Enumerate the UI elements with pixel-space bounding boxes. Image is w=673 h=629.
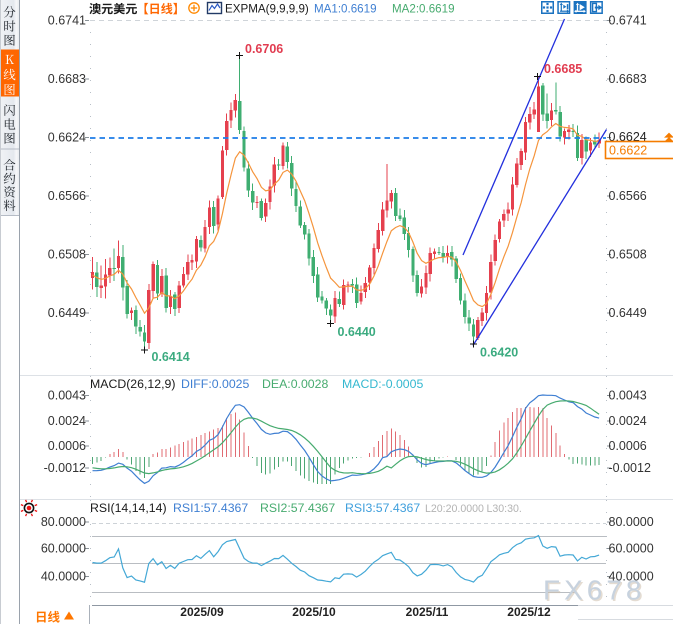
svg-text:MA2:0.6619: MA2:0.6619: [392, 3, 455, 16]
svg-text:0.6622: 0.6622: [609, 144, 647, 158]
svg-text:0.6414: 0.6414: [152, 350, 190, 364]
svg-text:0.0043: 0.0043: [48, 388, 86, 402]
svg-text:0.6741: 0.6741: [48, 13, 86, 27]
svg-text:DIFF:0.0025: DIFF:0.0025: [181, 377, 250, 391]
svg-text:2025/09: 2025/09: [180, 605, 224, 619]
svg-text:MACD(26,12,9): MACD(26,12,9): [90, 377, 175, 391]
svg-text:DEA:0.0028: DEA:0.0028: [262, 377, 328, 391]
svg-text:2025/10: 2025/10: [292, 605, 336, 619]
svg-text:-0.0012: -0.0012: [44, 461, 86, 475]
svg-text:MACD:-0.0005: MACD:-0.0005: [342, 377, 423, 391]
svg-text:RSI3:57.4367: RSI3:57.4367: [345, 501, 420, 515]
svg-text:L20:20.0000: L20:20.0000: [425, 503, 484, 515]
svg-text:40.0000: 40.0000: [41, 569, 86, 583]
svg-text:L30:30.: L30:30.: [487, 503, 522, 515]
svg-text:0.6706: 0.6706: [245, 42, 283, 56]
svg-text:0.6566: 0.6566: [48, 189, 86, 203]
svg-text:0.6683: 0.6683: [48, 72, 86, 86]
svg-text:RSI2:57.4367: RSI2:57.4367: [260, 501, 335, 515]
svg-text:80.0000: 80.0000: [41, 515, 86, 529]
svg-text:0.6440: 0.6440: [338, 325, 376, 339]
svg-text:0.6624: 0.6624: [48, 130, 86, 144]
svg-text:RSI1:57.4367: RSI1:57.4367: [173, 501, 248, 515]
svg-text:0.6420: 0.6420: [480, 346, 518, 360]
svg-text:MA1:0.6619: MA1:0.6619: [314, 3, 377, 16]
svg-text:0.0043: 0.0043: [609, 388, 647, 402]
svg-text:0.6449: 0.6449: [48, 306, 86, 320]
svg-text:0.6508: 0.6508: [609, 247, 647, 261]
svg-text:2025/11: 2025/11: [406, 605, 449, 619]
svg-text:0.6449: 0.6449: [609, 306, 647, 320]
svg-text:80.0000: 80.0000: [609, 515, 654, 529]
svg-text:2025/12: 2025/12: [507, 605, 551, 619]
svg-text:FX678: FX678: [543, 575, 646, 606]
svg-text:-0.0012: -0.0012: [609, 461, 651, 475]
svg-text:0.0006: 0.0006: [48, 439, 86, 453]
svg-text:0.6741: 0.6741: [609, 13, 647, 27]
svg-text:RSI(14,14,14): RSI(14,14,14): [90, 501, 167, 515]
svg-text:EXPMA(9,9,9,9): EXPMA(9,9,9,9): [225, 3, 309, 16]
svg-text:60.0000: 60.0000: [609, 541, 654, 555]
svg-text:0.0006: 0.0006: [609, 439, 647, 453]
svg-text:0.0024: 0.0024: [48, 414, 86, 428]
svg-text:0.6685: 0.6685: [544, 62, 582, 76]
svg-text:0.0024: 0.0024: [609, 414, 647, 428]
svg-text:60.0000: 60.0000: [41, 541, 86, 555]
svg-text:0.6508: 0.6508: [48, 247, 86, 261]
svg-text:0.6566: 0.6566: [609, 189, 647, 203]
svg-text:0.6683: 0.6683: [609, 72, 647, 86]
